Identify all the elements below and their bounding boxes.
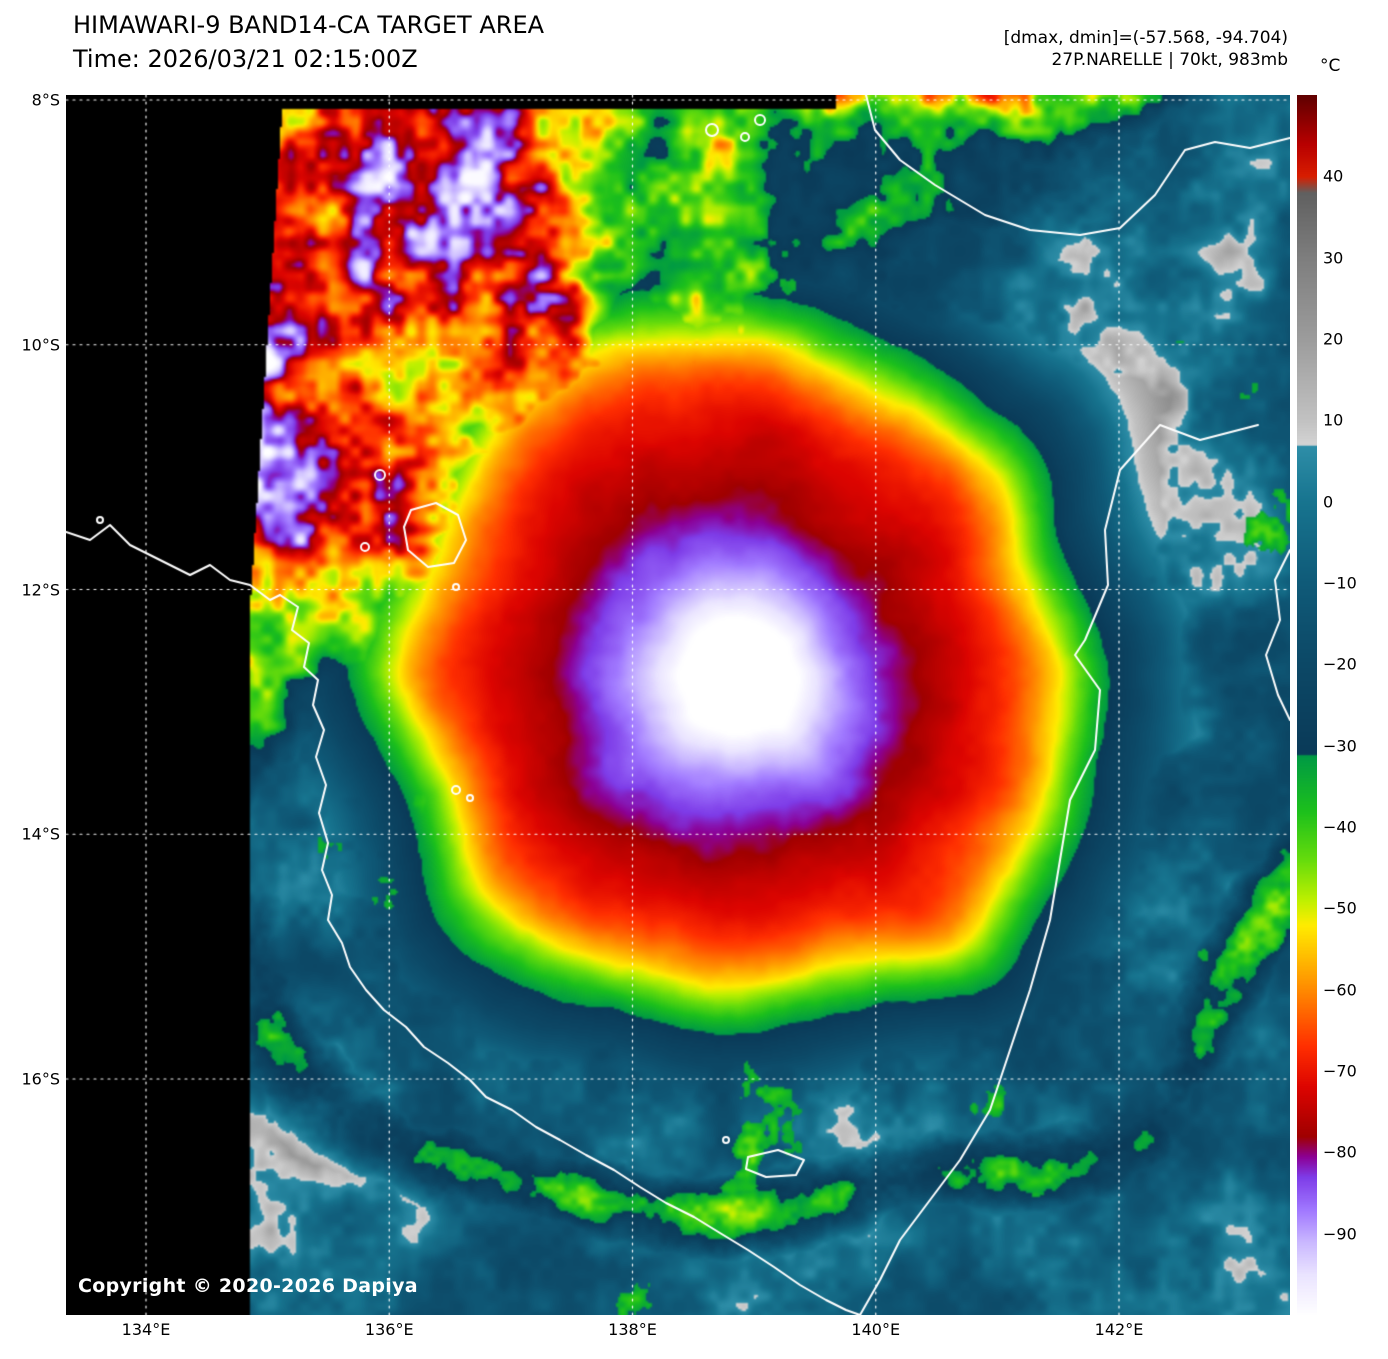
colorbar-tick-label: 20	[1323, 329, 1344, 349]
lat-tick-label: 16°S	[21, 1069, 60, 1089]
colorbar-tick-label: 30	[1323, 248, 1344, 268]
colorbar-tick-label: 0	[1323, 492, 1334, 512]
lat-tick-label: 8°S	[31, 90, 60, 110]
lon-tick-label: 138°E	[608, 1320, 657, 1339]
colorbar-tick-label: 10	[1323, 410, 1344, 430]
figure-header: HIMAWARI-9 BAND14-CA TARGET AREA Time: 2…	[73, 8, 544, 76]
colorbar-tick-label: −90	[1323, 1224, 1357, 1244]
figure-meta: [dmax, dmin]=(-57.568, -94.704) 27P.NARE…	[1004, 27, 1288, 71]
satellite-image-canvas	[66, 95, 1290, 1315]
lat-tick-label: 10°S	[21, 335, 60, 355]
colorbar-gradient	[1297, 95, 1317, 1315]
lon-tick-label: 134°E	[121, 1320, 171, 1339]
lat-tick-label: 14°S	[21, 824, 60, 844]
lon-tick-label: 136°E	[364, 1320, 414, 1339]
figure-time: Time: 2026/03/21 02:15:00Z	[73, 45, 418, 73]
colorbar-tick-label: −30	[1323, 736, 1357, 756]
colorbar-tick-label: −80	[1323, 1142, 1357, 1162]
colorbar-tick-label: −50	[1323, 898, 1357, 918]
lat-tick-label: 12°S	[21, 580, 60, 599]
colorbar-tick-label: −10	[1323, 573, 1357, 593]
colorbar-tick-label: 40	[1323, 166, 1344, 186]
colorbar-unit-label: °C	[1320, 56, 1341, 76]
colorbar-tick-label: −20	[1323, 654, 1357, 674]
colorbar-tick-label: −60	[1323, 980, 1357, 1000]
copyright-notice: Copyright © 2020-2026 Dapiya	[78, 1275, 418, 1297]
storm-info: 27P.NARELLE | 70kt, 983mb	[1051, 50, 1288, 70]
dmax-dmin-readout: [dmax, dmin]=(-57.568, -94.704)	[1003, 28, 1288, 48]
colorbar-tick-label: −40	[1323, 817, 1357, 837]
lon-tick-label: 142°E	[1094, 1320, 1144, 1339]
colorbar-tick-label: −70	[1323, 1061, 1357, 1081]
figure-title: HIMAWARI-9 BAND14-CA TARGET AREA	[73, 11, 545, 39]
lon-tick-label: 140°E	[851, 1320, 901, 1339]
satellite-plot: Copyright © 2020-2026 Dapiya	[66, 95, 1290, 1315]
